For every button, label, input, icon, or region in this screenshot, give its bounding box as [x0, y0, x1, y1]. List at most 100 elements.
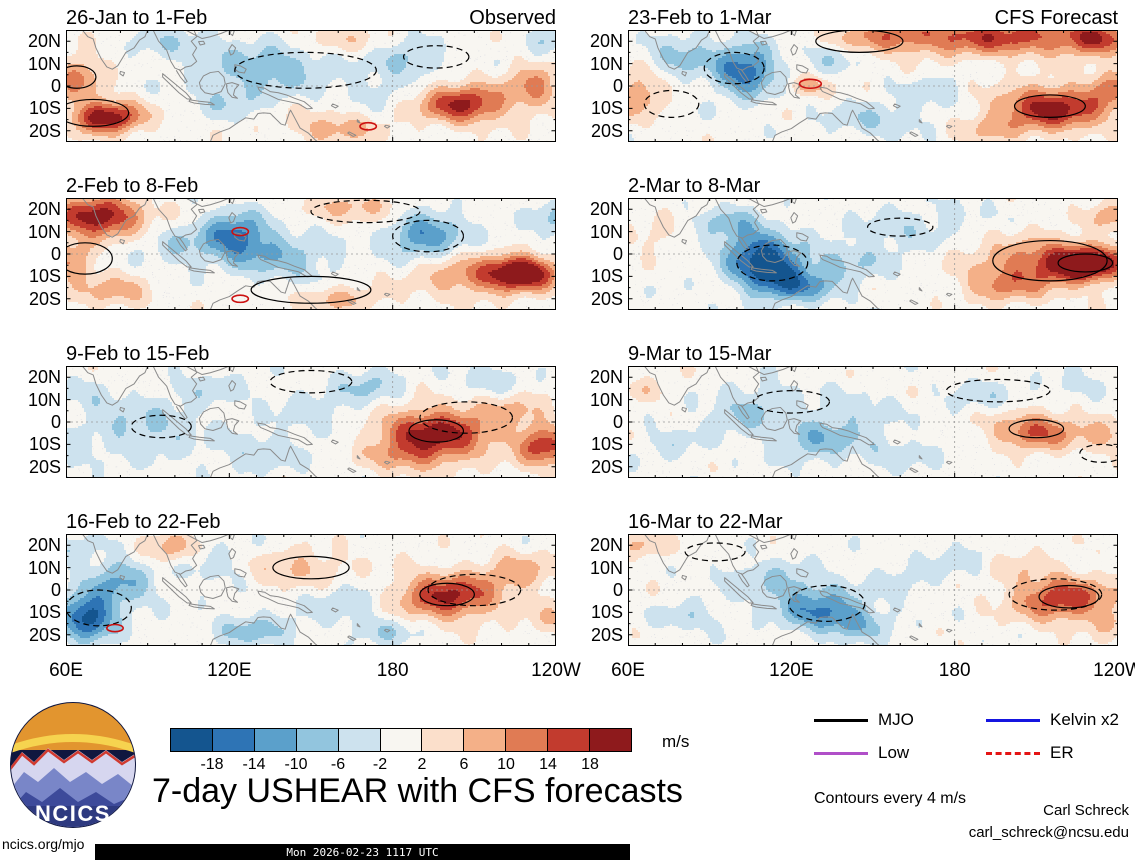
lat-tick-label: 10S	[28, 266, 61, 287]
map-row: 20N 10N 0 10S 20S	[20, 30, 556, 142]
colorbar-tick-label: 14	[539, 756, 557, 773]
panel-forecast-week4: 16-Mar to 22-Mar 20N 10N 0 10S 20S	[582, 508, 1118, 646]
map-row: 20N 10N 0 10S 20S	[582, 198, 1118, 310]
legend-line-sample	[814, 718, 868, 722]
lon-tick-label: 120E	[207, 660, 252, 681]
panel-observed-week3: 9-Feb to 15-Feb 20N 10N 0 10S 20S	[20, 340, 556, 478]
map-row: 20N 10N 0 10S 20S	[20, 198, 556, 310]
lat-tick-label: 20S	[590, 624, 623, 645]
lat-tick-label: 10N	[27, 221, 61, 242]
legend-line-sample	[986, 718, 1040, 722]
lat-tick-label: 20N	[27, 199, 61, 220]
lat-tick-label: 0	[50, 412, 61, 432]
panel-title: 2-Mar to 8-Mar	[628, 175, 761, 197]
lat-tick-label: 20N	[589, 31, 623, 52]
panel-title-row: 26-Jan to 1-Feb Observed	[20, 4, 556, 30]
map-canvas-observed-week2	[66, 198, 556, 310]
map-area	[66, 198, 556, 310]
lon-tick-label: 60E	[49, 660, 83, 681]
lat-axis-labels: 20N 10N 0 10S 20S	[20, 534, 66, 646]
lat-tick-label: 10S	[590, 98, 623, 119]
map-row: 20N 10N 0 10S 20S	[20, 366, 556, 478]
credit-email: carl_schreck@ncsu.edu	[968, 824, 1129, 841]
lat-tick-label: 10S	[28, 434, 61, 455]
lat-axis-labels: 20N 10N 0 10S 20S	[582, 198, 628, 310]
contour-legend: MJO Kelvin x2 Low ER	[814, 710, 1135, 763]
lat-tick-label: 20S	[590, 288, 623, 309]
lon-axis-row: 60E 120E 180 120W 60E 120E 180 120W	[0, 654, 1135, 688]
lat-tick-label: 20N	[589, 535, 623, 556]
column-heading-observed: Observed	[469, 7, 556, 29]
lat-tick-label: 20S	[590, 456, 623, 477]
panel-observed-week2: 2-Feb to 8-Feb 20N 10N 0 10S 20S	[20, 172, 556, 310]
map-canvas-forecast-week4	[628, 534, 1118, 646]
legend-item-low: Low	[814, 743, 986, 763]
ncics-logo: NCICS	[10, 702, 136, 828]
map-canvas-forecast-week1	[628, 30, 1118, 142]
lon-tick-label: 180	[376, 660, 409, 681]
column-heading-forecast: CFS Forecast	[994, 7, 1118, 29]
colorbar-tick-labels: -18 -14 -10 -6 -2 2 6 10 14 18	[170, 756, 632, 774]
colorbar-tick-label: -2	[372, 756, 388, 773]
map-row: 20N 10N 0 10S 20S	[582, 366, 1118, 478]
map-row: 20N 10N 0 10S 20S	[582, 30, 1118, 142]
lat-tick-label: 10S	[590, 434, 623, 455]
map-canvas-observed-week1	[66, 30, 556, 142]
colorbar-tick-label: -10	[284, 756, 308, 773]
timestamp-bar: Mon 2026-02-23 1117 UTC	[95, 844, 630, 860]
colorbar-segment	[296, 729, 339, 751]
lat-tick-label: 20N	[27, 367, 61, 388]
colorbar-segment	[338, 729, 381, 751]
legend-label: Low	[878, 743, 910, 762]
lat-tick-label: 10N	[27, 53, 61, 74]
panel-title: 26-Jan to 1-Feb	[66, 7, 208, 29]
lat-tick-label: 0	[612, 580, 623, 600]
lat-tick-label: 10N	[589, 53, 623, 74]
colorbar-units-label: m/s	[662, 732, 690, 751]
lat-tick-label: 20S	[28, 120, 61, 141]
colorbar-segment	[171, 729, 213, 751]
lon-axis-labels-forecast: 60E 120E 180 120W	[611, 654, 1135, 688]
lat-axis-labels: 20N 10N 0 10S 20S	[20, 366, 66, 478]
lat-tick-label: 0	[612, 244, 623, 264]
lon-tick-label: 120E	[769, 660, 814, 681]
figure-title: 7-day USHEAR with CFS forecasts	[152, 772, 683, 810]
panel-title-row: 2-Mar to 8-Mar	[582, 172, 1118, 198]
legend-line-sample	[986, 751, 1040, 755]
panel-title-row: 16-Feb to 22-Feb	[20, 508, 556, 534]
logo-text: NCICS	[35, 801, 111, 826]
lat-tick-label: 10N	[27, 389, 61, 410]
colorbar-segment	[464, 729, 507, 751]
colorbar-tick-label: -18	[200, 756, 224, 773]
colorbar-segment	[422, 729, 465, 751]
colorbar-segment	[254, 729, 297, 751]
lat-tick-label: 20N	[589, 367, 623, 388]
colorbar-segment	[548, 729, 591, 751]
map-area	[628, 366, 1118, 478]
panel-title: 2-Feb to 8-Feb	[66, 175, 199, 197]
figure-footer: NCICS -18 -14 -10 -6 -2 2 6 10 14 18 m/s MJO Kelvi…	[0, 702, 1135, 860]
lon-tick-label: 120W	[1093, 660, 1135, 681]
colorbar-segment	[380, 729, 423, 751]
panel-title-row: 23-Feb to 1-Mar CFS Forecast	[582, 4, 1118, 30]
lat-tick-label: 10N	[27, 557, 61, 578]
lon-tick-label: 60E	[611, 660, 645, 681]
colorbar-segment	[212, 729, 255, 751]
lat-axis-labels: 20N 10N 0 10S 20S	[20, 198, 66, 310]
legend-line-sample	[814, 751, 868, 755]
legend-item-kelvin-x2: Kelvin x2	[986, 710, 1135, 730]
colorbar-tick-label: 10	[497, 756, 515, 773]
map-row: 20N 10N 0 10S 20S	[20, 534, 556, 646]
panel-title: 23-Feb to 1-Mar	[628, 7, 772, 29]
legend-label: MJO	[878, 710, 914, 729]
panel-grid: 26-Jan to 1-Feb Observed 20N 10N 0 10S 20S 2…	[20, 4, 1118, 646]
lat-axis-labels: 20N 10N 0 10S 20S	[582, 30, 628, 142]
map-area	[66, 30, 556, 142]
lat-tick-label: 10S	[590, 602, 623, 623]
lat-tick-label: 0	[50, 244, 61, 264]
map-area	[628, 534, 1118, 646]
lat-axis-labels: 20N 10N 0 10S 20S	[582, 534, 628, 646]
panel-observed-week1: 26-Jan to 1-Feb Observed 20N 10N 0 10S 20S	[20, 4, 556, 142]
lat-axis-labels: 20N 10N 0 10S 20S	[582, 366, 628, 478]
